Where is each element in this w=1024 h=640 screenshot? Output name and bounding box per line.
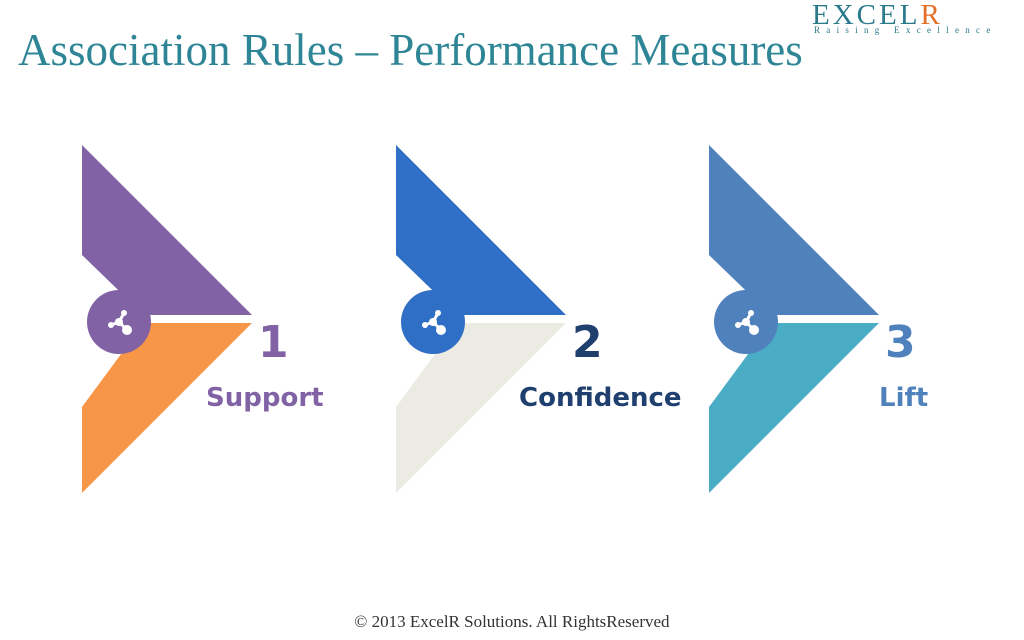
slide-title: Association Rules – Performance Measures <box>18 25 803 75</box>
share-network-icon <box>401 290 465 354</box>
measure-number: 3 <box>885 317 916 368</box>
copyright-footer: © 2013 ExcelR Solutions. All RightsReser… <box>354 612 670 631</box>
logo-tagline: Raising Excellence <box>814 25 997 35</box>
measure-number: 1 <box>258 317 289 368</box>
share-network-icon <box>714 290 778 354</box>
arrow-bottom-segment <box>709 323 879 493</box>
measure-label: Confidence <box>519 383 682 413</box>
arrow-bottom-segment <box>82 323 252 493</box>
measure-label: Lift <box>879 383 929 413</box>
arrow-top-segment <box>82 145 252 315</box>
measure-label: Support <box>206 383 324 413</box>
measure-arrow-2 <box>396 145 566 493</box>
measure-arrow-3 <box>709 145 879 493</box>
measure-lift: 3 Lift <box>709 145 1009 495</box>
measure-confidence: 2 Confidence <box>396 145 696 495</box>
measure-arrow-1 <box>82 145 252 493</box>
measure-support: 1 Support <box>82 145 382 495</box>
logo-main-text: EXCEL <box>812 0 921 31</box>
arrow-bottom-segment <box>396 323 566 493</box>
arrow-top-segment <box>709 145 879 315</box>
logo-accent-letter: R <box>920 0 943 31</box>
arrow-top-segment <box>396 145 566 315</box>
excelr-logo: EXCELR Raising Excellence <box>812 0 1022 38</box>
share-network-icon <box>87 290 151 354</box>
measure-number: 2 <box>572 317 603 368</box>
